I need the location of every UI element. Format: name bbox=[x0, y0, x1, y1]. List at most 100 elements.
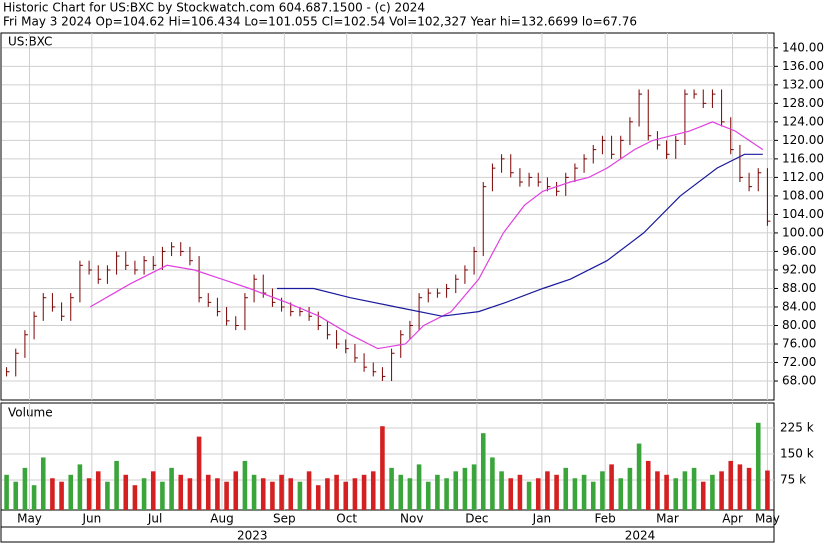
volume-bar bbox=[132, 485, 138, 510]
volume-bar bbox=[700, 481, 706, 510]
x-tick-label: Sep bbox=[273, 512, 296, 526]
year-label: 2024 bbox=[625, 529, 656, 543]
volume-bar bbox=[141, 478, 147, 510]
volume-bar bbox=[233, 471, 239, 510]
volume-bar bbox=[40, 457, 46, 510]
volume-bar bbox=[655, 471, 660, 510]
x-tick-label: May bbox=[17, 512, 42, 526]
volume-bar bbox=[306, 471, 312, 510]
volume-bar bbox=[86, 478, 92, 510]
volume-bar bbox=[554, 474, 559, 510]
volume-bar bbox=[242, 460, 248, 510]
volume-bar bbox=[13, 481, 19, 510]
volume-bar bbox=[160, 481, 165, 510]
volume-bar bbox=[50, 478, 55, 510]
volume-bar bbox=[270, 481, 275, 510]
volume-bar bbox=[251, 474, 257, 510]
volume-bar bbox=[462, 467, 468, 510]
volume-bar bbox=[407, 478, 413, 510]
volume-bar bbox=[590, 481, 596, 510]
volume-bar bbox=[205, 474, 211, 510]
volume-bar bbox=[315, 485, 321, 510]
price-panel bbox=[0, 32, 775, 401]
volume-bar bbox=[215, 478, 220, 510]
y-tick-label: 120.00 bbox=[782, 133, 824, 147]
volume-bar bbox=[737, 464, 743, 510]
volume-bar bbox=[755, 422, 761, 510]
volume-bar bbox=[105, 481, 110, 510]
volume-bar bbox=[581, 474, 587, 510]
volume-bar bbox=[279, 474, 284, 510]
volume-bar bbox=[68, 474, 74, 510]
volume-bar bbox=[728, 460, 734, 510]
volume-bar bbox=[719, 471, 724, 510]
x-tick-label: Nov bbox=[400, 512, 423, 526]
y-tick-label: 104.00 bbox=[782, 207, 824, 221]
volume-bar bbox=[260, 478, 266, 510]
volume-bar bbox=[480, 433, 486, 510]
y-tick-label: 76.00 bbox=[782, 337, 816, 351]
volume-bar bbox=[499, 471, 504, 510]
y-tick-label: 96.00 bbox=[782, 244, 816, 258]
volume-bar bbox=[31, 485, 37, 510]
volume-bar bbox=[471, 464, 477, 510]
y-tick-label: 140.00 bbox=[782, 40, 824, 54]
volume-bar bbox=[572, 478, 578, 510]
year-label: 2023 bbox=[237, 529, 268, 543]
y-tick-label: 88.00 bbox=[782, 281, 816, 295]
volume-bar bbox=[765, 470, 770, 510]
volume-bar bbox=[150, 471, 156, 510]
volume-bar bbox=[490, 457, 495, 510]
volume-tick-label: 225 k bbox=[780, 420, 814, 434]
y-tick-label: 108.00 bbox=[782, 188, 824, 202]
x-tick-label: Apr bbox=[722, 512, 743, 526]
symbol-label: US:BXC bbox=[8, 35, 52, 49]
volume-bar bbox=[563, 467, 569, 510]
chart-title: Historic Chart for US:BXC by Stockwatch.… bbox=[3, 1, 425, 15]
x-tick-label: Jul bbox=[147, 512, 162, 526]
volume-bar bbox=[636, 443, 642, 510]
volume-bar bbox=[22, 467, 28, 510]
volume-bar bbox=[352, 478, 358, 510]
chart-subtitle: Fri May 3 2024 Op=104.62 Hi=106.434 Lo=1… bbox=[3, 15, 637, 29]
x-tick-label: Aug bbox=[210, 512, 233, 526]
x-tick-label: Dec bbox=[465, 512, 488, 526]
volume-bar bbox=[535, 478, 541, 510]
x-tick-label: May bbox=[755, 512, 780, 526]
volume-bar bbox=[508, 478, 514, 510]
volume-tick-label: 75 k bbox=[780, 472, 806, 486]
volume-bar bbox=[169, 467, 174, 510]
volume-bar bbox=[288, 478, 294, 510]
y-tick-label: 136.00 bbox=[782, 59, 824, 73]
volume-bar bbox=[664, 474, 669, 510]
y-tick-label: 72.00 bbox=[782, 355, 816, 369]
volume-bar bbox=[370, 471, 376, 510]
moving-average bbox=[89, 121, 764, 350]
volume-bar bbox=[187, 478, 193, 510]
volume-bar bbox=[691, 467, 697, 510]
volume-bar bbox=[196, 436, 202, 510]
volume-bar bbox=[600, 471, 605, 510]
volume-bar bbox=[645, 460, 651, 510]
y-tick-label: 128.00 bbox=[782, 96, 824, 110]
volume-bar bbox=[673, 478, 679, 510]
volume-bar bbox=[325, 478, 330, 510]
volume-bar bbox=[334, 474, 339, 510]
volume-bar bbox=[682, 471, 688, 510]
volume-bar bbox=[95, 471, 101, 510]
volume-bar bbox=[114, 460, 119, 510]
volume-tick-label: 150 k bbox=[780, 446, 814, 460]
volume-bar bbox=[178, 474, 184, 510]
y-tick-label: 132.00 bbox=[782, 77, 824, 91]
volume-bar bbox=[361, 474, 367, 510]
x-tick-label: Feb bbox=[595, 512, 616, 526]
volume-bar bbox=[627, 467, 633, 510]
volume-bar bbox=[710, 474, 715, 510]
x-tick-label: Jun bbox=[81, 512, 101, 526]
volume-bar bbox=[517, 474, 523, 510]
y-tick-label: 116.00 bbox=[782, 151, 824, 165]
volume-bar bbox=[545, 471, 550, 510]
x-tick-label: Oct bbox=[336, 512, 357, 526]
